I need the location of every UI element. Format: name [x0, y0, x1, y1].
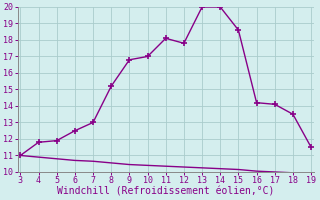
X-axis label: Windchill (Refroidissement éolien,°C): Windchill (Refroidissement éolien,°C)	[57, 187, 275, 197]
